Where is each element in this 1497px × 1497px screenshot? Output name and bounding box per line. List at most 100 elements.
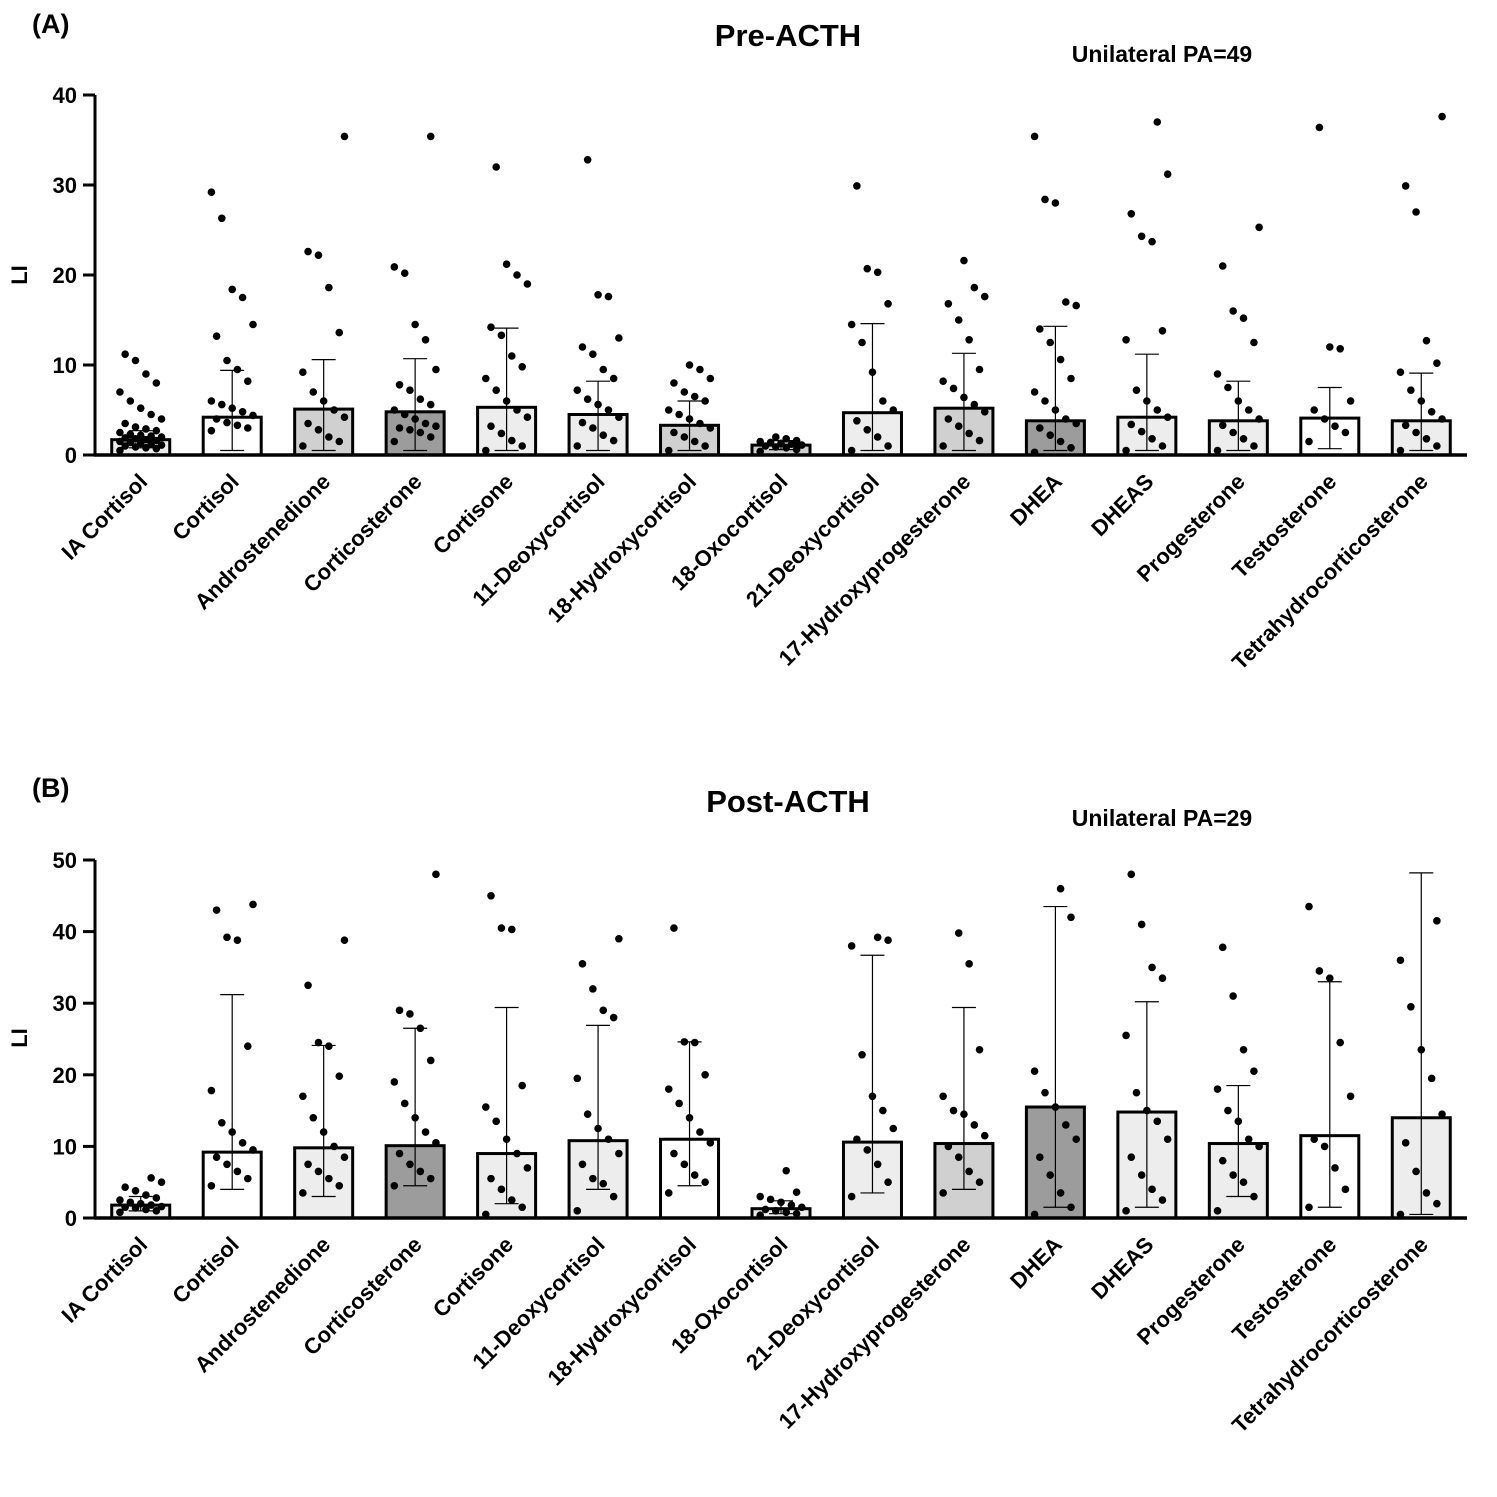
data-point-a-2 [314, 426, 323, 434]
data-point-a-5 [583, 395, 592, 404]
data-point-b-14 [1427, 1074, 1436, 1083]
data-point-b-5 [589, 1174, 597, 1183]
data-point-b-11 [1132, 1088, 1141, 1097]
panel-a-tag: (A) [32, 9, 69, 39]
data-point-b-9 [970, 1121, 979, 1129]
panel-a-pre-acth: (A) Pre-ACTH Unilateral PA=49 LI 0 10 20 30… [7, 9, 1467, 675]
data-point-b-11 [1122, 1031, 1130, 1040]
data-point-a-9 [954, 422, 963, 431]
data-point-b-2 [325, 1174, 333, 1183]
data-point-a-10 [1051, 406, 1060, 414]
data-point-b-0 [147, 1201, 155, 1209]
data-point-a-1 [228, 285, 236, 294]
data-point-a-12 [1239, 314, 1248, 323]
data-point-a-3 [426, 433, 435, 441]
panel-b-tag: (B) [32, 773, 69, 803]
data-point-a-4 [513, 406, 521, 414]
data-point-b-5 [594, 1124, 602, 1133]
data-point-b-12 [1239, 1045, 1248, 1054]
data-point-b-2 [304, 1160, 312, 1169]
data-point-a-10 [1072, 419, 1080, 428]
data-point-a-3 [411, 415, 419, 423]
panel-b-y-tick-label: 20 [53, 1063, 77, 1088]
data-point-a-12 [1239, 435, 1248, 443]
data-point-a-9 [970, 400, 979, 409]
data-point-a-3 [421, 419, 430, 428]
data-point-a-10 [1036, 424, 1044, 432]
data-point-a-5 [578, 343, 587, 351]
data-point-b-1 [244, 1042, 252, 1050]
data-point-a-11 [1137, 427, 1146, 436]
panel-b-y-tick-label: 10 [53, 1134, 77, 1159]
data-point-a-9 [975, 365, 984, 374]
data-point-a-9 [975, 436, 984, 445]
data-point-b-6 [701, 1178, 709, 1186]
data-point-b-12 [1218, 943, 1227, 952]
data-point-a-14 [1401, 182, 1410, 190]
data-point-a-11 [1158, 442, 1167, 450]
data-point-b-6 [670, 1149, 678, 1158]
data-point-b-11 [1122, 1207, 1130, 1215]
data-point-a-1 [207, 397, 216, 405]
data-point-b-13 [1315, 967, 1324, 975]
data-point-a-13 [1331, 422, 1339, 431]
data-point-b-1 [233, 1167, 242, 1176]
data-point-a-9 [944, 300, 953, 308]
data-point-b-5 [615, 1149, 623, 1158]
data-point-b-5 [609, 1192, 618, 1201]
data-point-a-4 [523, 280, 532, 288]
data-point-b-11 [1127, 1153, 1136, 1161]
data-point-a-5 [594, 291, 602, 299]
data-point-b-4 [492, 1117, 501, 1126]
data-point-b-12 [1218, 1156, 1227, 1165]
data-point-a-3 [432, 422, 440, 431]
data-point-a-4 [523, 413, 532, 422]
data-point-b-11 [1137, 1171, 1146, 1179]
data-point-a-5 [604, 406, 613, 414]
data-point-b-7 [792, 1188, 801, 1197]
data-point-a-6 [670, 428, 678, 437]
data-point-a-4 [518, 442, 526, 450]
data-point-a-9 [949, 384, 958, 393]
data-point-b-5 [578, 1160, 587, 1169]
data-point-b-9 [939, 1092, 947, 1101]
data-point-a-3 [426, 132, 435, 141]
data-point-b-4 [482, 1103, 490, 1111]
data-point-a-6 [696, 365, 704, 374]
data-point-a-13 [1305, 437, 1313, 446]
data-point-b-1 [212, 1153, 221, 1161]
data-point-a-0 [126, 397, 135, 405]
data-point-b-4 [508, 1196, 516, 1204]
data-point-a-11 [1153, 406, 1162, 414]
data-point-a-3 [400, 269, 409, 278]
data-point-b-9 [954, 1153, 963, 1161]
data-point-a-0 [152, 379, 161, 387]
data-point-a-11 [1137, 232, 1146, 241]
data-point-a-4 [487, 323, 495, 332]
data-point-b-0 [126, 1198, 135, 1207]
data-point-a-0 [116, 446, 124, 455]
data-point-a-12 [1224, 383, 1232, 392]
data-point-b-2 [299, 1092, 307, 1101]
data-point-b-11 [1158, 974, 1167, 982]
data-point-b-12 [1244, 1135, 1253, 1144]
data-point-b-7 [792, 1209, 801, 1218]
data-point-a-13 [1310, 406, 1318, 414]
data-point-b-13 [1326, 974, 1334, 982]
data-point-a-6 [690, 437, 699, 446]
panel-a-y-tick-label: 10 [53, 353, 77, 378]
data-point-a-8 [884, 442, 892, 450]
data-point-b-12 [1224, 1106, 1232, 1115]
data-point-a-9 [980, 292, 989, 301]
data-point-b-11 [1127, 870, 1136, 879]
data-point-b-7 [761, 1205, 770, 1214]
data-point-b-4 [523, 1164, 532, 1172]
x-tick-label-b-4: Cortisone [428, 1232, 518, 1322]
data-point-a-3 [406, 386, 414, 395]
data-point-b-14 [1401, 1139, 1410, 1147]
data-point-b-12 [1213, 1207, 1222, 1215]
data-point-b-7 [782, 1208, 790, 1217]
data-point-a-6 [706, 374, 715, 383]
data-point-a-6 [706, 424, 715, 432]
data-point-a-9 [954, 316, 963, 324]
